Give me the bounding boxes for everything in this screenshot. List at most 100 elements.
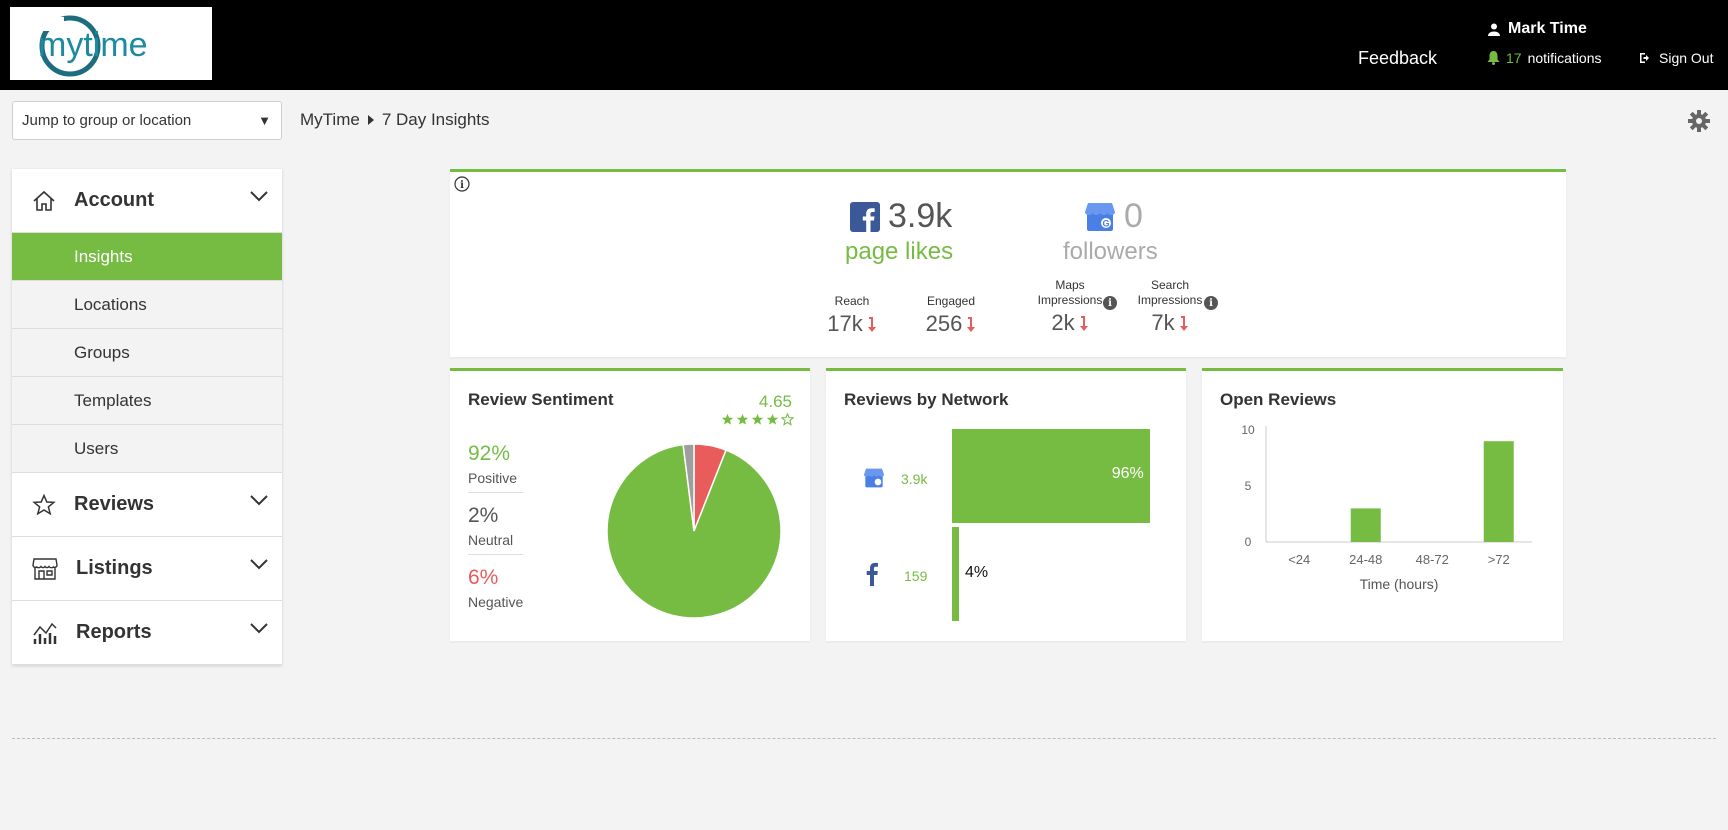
breadcrumb-current: 7 Day Insights <box>381 110 490 129</box>
metric-value: 7k <box>1151 310 1175 335</box>
card-title: Reviews by Network <box>844 390 1009 409</box>
negative-label: Negative <box>468 594 524 610</box>
sign-out-label: Sign Out <box>1659 50 1714 66</box>
metric-maps-impressions: Maps Impressions 2k <box>1025 278 1115 336</box>
sidebar-section-label: Reports <box>76 621 152 643</box>
info-icon[interactable]: i <box>1204 296 1218 310</box>
x-axis-label: Time (hours) <box>1360 576 1439 592</box>
sidebar-item-groups[interactable]: Groups <box>12 329 282 377</box>
reviews-by-network-card: Reviews by Network 3.9k 96% 159 4% <box>826 368 1186 641</box>
info-icon[interactable]: i <box>454 176 470 192</box>
rating-stars <box>721 413 794 426</box>
sidebar-section-reviews[interactable]: Reviews <box>12 473 282 537</box>
y-tick-label: 5 <box>1245 479 1252 493</box>
mytime-logo[interactable]: mytime <box>10 7 212 80</box>
sidebar-section-label: Listings <box>76 557 153 579</box>
review-sentiment-card: Review Sentiment 4.65 92% Positive 2% Ne… <box>450 368 810 641</box>
svg-text:i: i <box>460 180 464 191</box>
pie-slice-positive[interactable] <box>606 443 782 619</box>
open-reviews-card: Open Reviews 0 5 10 <24 24-48 48-72 >72 Time (h… <box>1202 368 1563 641</box>
breadcrumb-separator-icon <box>367 115 374 125</box>
facebook-review-count: 159 <box>904 568 928 584</box>
google-followers-label: followers <box>1063 238 1158 265</box>
sign-out-link[interactable]: Sign Out <box>1639 50 1713 66</box>
x-tick-label: <24 <box>1288 552 1310 567</box>
facebook-icon <box>850 201 880 232</box>
social-summary-card: i 3.9k page likes G 0 followers Reach 17… <box>450 169 1566 357</box>
positive-label: Positive <box>468 470 523 493</box>
sidebar-section-label: Reviews <box>74 493 155 515</box>
sidebar-section-label: Account <box>74 189 154 211</box>
top-bar: mytime Mark Time Feedback 17 notificatio… <box>0 0 1728 90</box>
sidebar-section-reports[interactable]: Reports <box>12 601 282 665</box>
sidebar: Account Insights Locations Groups Templa… <box>12 169 282 665</box>
positive-pct: 92% <box>468 442 511 465</box>
star-filled-icon <box>751 413 764 425</box>
metric-value: 256 <box>925 311 963 336</box>
facebook-share-bar <box>952 527 959 621</box>
feedback-link[interactable]: Feedback <box>1358 48 1438 68</box>
metric-engaged: Engaged 256 <box>916 294 986 337</box>
bar-24-48[interactable] <box>1350 508 1381 542</box>
down-arrow-icon <box>867 317 876 332</box>
metric-label: Search Impressions <box>1137 278 1203 307</box>
metric-value: 2k <box>1051 310 1075 335</box>
star-empty-icon <box>781 413 794 426</box>
open-reviews-bar-chart: 0 5 10 <24 24-48 48-72 >72 Time (hours) <box>1241 423 1532 592</box>
neutral-pct: 2% <box>468 504 499 527</box>
sidebar-item-insights[interactable]: Insights <box>12 233 282 281</box>
x-tick-label: 24-48 <box>1349 552 1382 567</box>
bell-icon <box>1487 51 1500 65</box>
sidebar-item-locations[interactable]: Locations <box>12 281 282 329</box>
facebook-likes: 3.9k <box>850 197 970 236</box>
jump-to-location-select[interactable]: Jump to group or location ▼ <box>12 101 282 140</box>
svg-text:mytime: mytime <box>38 26 148 64</box>
sidebar-section-listings[interactable]: Listings <box>12 537 282 601</box>
metric-search-impressions: Search Impressions 7k <box>1125 278 1215 336</box>
google-share-bar: 96% <box>952 429 1150 523</box>
google-followers: G 0 <box>1084 197 1143 236</box>
neutral-sentiment: 2% Neutral <box>468 504 523 555</box>
down-arrow-icon <box>1179 316 1188 331</box>
metric-reach: Reach 17k <box>822 294 882 337</box>
average-rating: 4.65 <box>758 392 792 411</box>
sentiment-pie-chart <box>606 443 782 619</box>
metric-label: Engaged <box>926 294 976 308</box>
notifications-link[interactable]: 17 notifications <box>1487 50 1602 66</box>
user-icon <box>1488 23 1500 36</box>
x-tick-label: 48-72 <box>1416 552 1449 567</box>
caret-down-icon: ▼ <box>258 113 271 128</box>
negative-pct: 6% <box>468 566 499 589</box>
card-title: Open Reviews <box>1220 390 1337 409</box>
breadcrumb: MyTime 7 Day Insights <box>300 110 490 130</box>
down-arrow-icon <box>1079 316 1088 331</box>
chevron-down-icon <box>250 495 268 506</box>
sign-out-icon <box>1640 53 1649 63</box>
gear-icon[interactable] <box>1688 110 1710 137</box>
chart-icon <box>33 622 57 644</box>
star-filled-icon <box>736 413 749 425</box>
notifications-label: notifications <box>1527 50 1602 66</box>
google-share-pct: 96% <box>1111 465 1144 482</box>
sidebar-item-templates[interactable]: Templates <box>12 377 282 425</box>
sidebar-section-account[interactable]: Account <box>12 169 282 233</box>
google-review-count: 3.9k <box>901 471 928 487</box>
breadcrumb-root[interactable]: MyTime <box>300 110 360 129</box>
pie-slice-neutral[interactable] <box>682 443 695 532</box>
metric-label: Reach <box>834 294 870 308</box>
info-icon[interactable]: i <box>1103 296 1117 310</box>
metric-value: 17k <box>827 311 863 336</box>
negative-sentiment: 6% Negative <box>468 566 523 616</box>
chevron-down-icon <box>250 191 268 202</box>
user-name[interactable]: Mark Time <box>1488 20 1587 38</box>
down-arrow-icon <box>967 317 976 332</box>
sidebar-item-users[interactable]: Users <box>12 425 282 473</box>
metric-label: Maps Impressions <box>1037 278 1103 307</box>
home-icon <box>33 190 55 211</box>
x-tick-label: >72 <box>1488 552 1510 567</box>
y-tick-label: 10 <box>1241 423 1255 437</box>
bar->72[interactable] <box>1483 441 1514 542</box>
card-title: Review Sentiment <box>468 390 614 409</box>
divider <box>12 738 1716 739</box>
facebook-share-pct: 4% <box>965 564 989 581</box>
